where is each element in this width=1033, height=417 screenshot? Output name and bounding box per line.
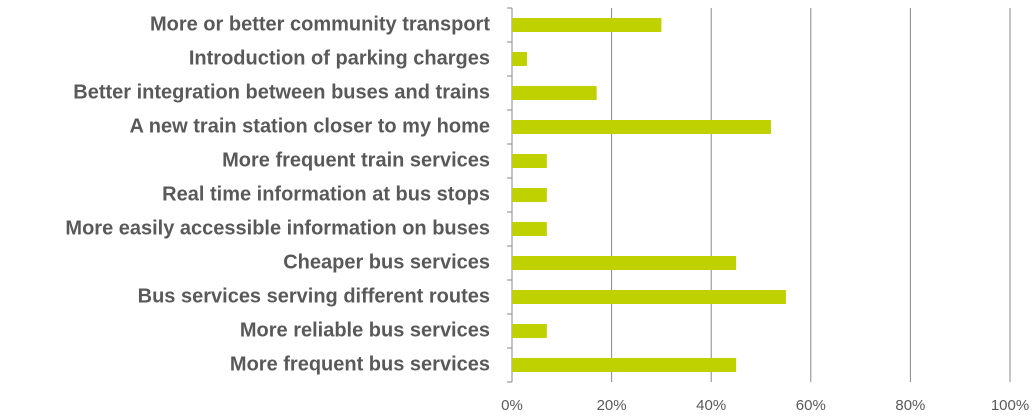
y-tick-label: A new train station closer to my home [130, 115, 490, 137]
y-tick-label: Better integration between buses and tra… [73, 81, 490, 103]
x-tick-label: 20% [597, 397, 627, 414]
bar [512, 222, 547, 236]
bar [512, 154, 547, 168]
x-tick-label: 80% [895, 397, 925, 414]
bar [512, 324, 547, 338]
bar [512, 52, 527, 66]
y-tick-label: More frequent bus services [230, 353, 490, 375]
x-tick-label: 40% [696, 397, 726, 414]
y-tick-label: More easily accessible information on bu… [65, 217, 490, 239]
y-tick-label: More or better community transport [150, 13, 490, 35]
bar [512, 86, 597, 100]
x-tick-label: 60% [796, 397, 826, 414]
bar [512, 18, 662, 32]
x-tick-label: 100% [991, 397, 1029, 414]
y-tick-label: Introduction of parking charges [189, 47, 490, 69]
y-tick-label: More reliable bus services [240, 319, 490, 341]
y-tick-label: Real time information at bus stops [162, 183, 490, 205]
bar [512, 188, 547, 202]
bar [512, 358, 737, 372]
y-tick-label: Cheaper bus services [283, 251, 490, 273]
bar [512, 290, 786, 304]
x-tick-label: 0% [501, 397, 523, 414]
bar [512, 120, 771, 134]
y-tick-label: More frequent train services [222, 149, 490, 171]
bar [512, 256, 737, 270]
y-tick-label: Bus services serving different routes [138, 285, 490, 307]
